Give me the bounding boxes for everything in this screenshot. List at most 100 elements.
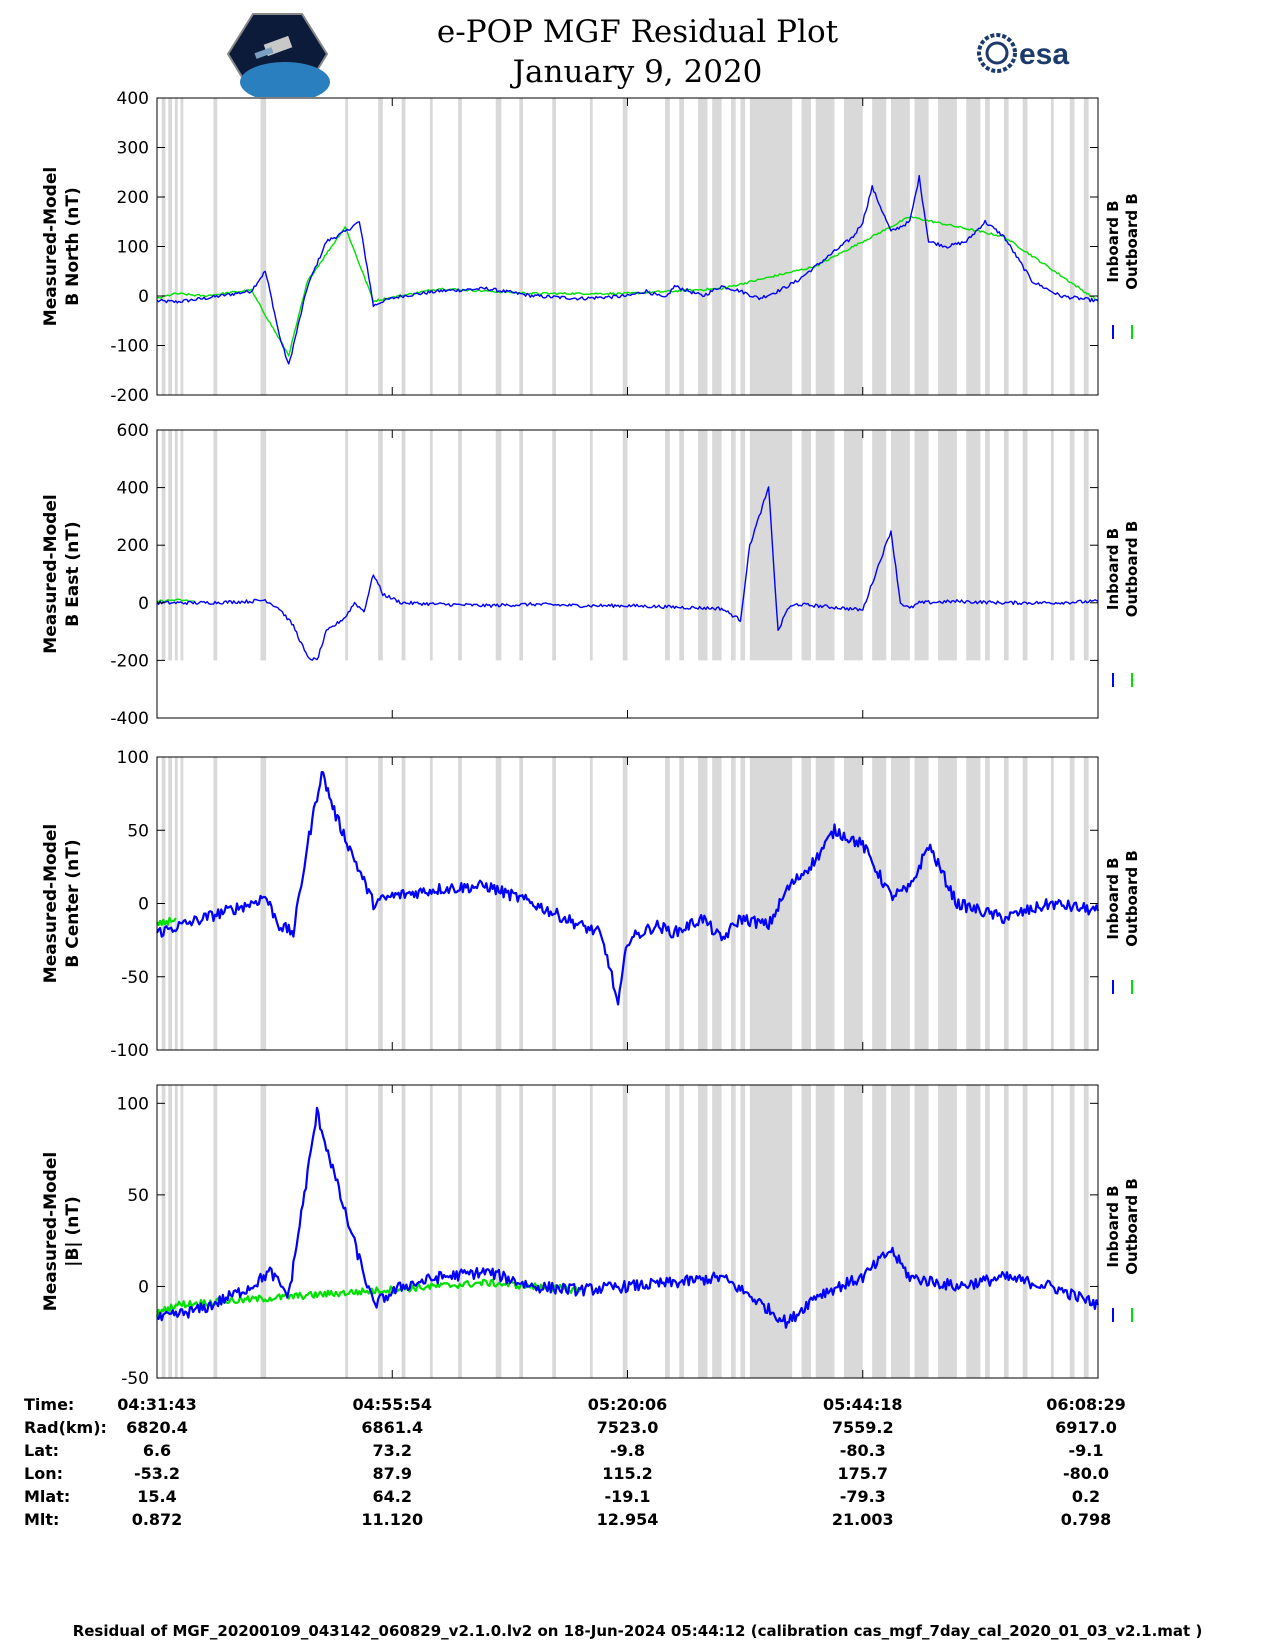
- info-row: Mlat: 15.4 64.2 -19.1 -79.3 0.2: [0, 1487, 1275, 1511]
- y-tick-label: 100: [117, 238, 149, 258]
- gap-shading: [890, 430, 910, 661]
- gap-shading: [345, 98, 349, 395]
- info-value: -53.2: [133, 1464, 181, 1483]
- gap-shading: [665, 98, 670, 395]
- y-tick-label: -200: [110, 651, 149, 671]
- gap-shading: [519, 757, 524, 1050]
- gap-shading: [985, 1085, 990, 1378]
- gap-shading: [740, 1085, 746, 1378]
- gap-shading: [1022, 430, 1028, 661]
- gap-shading: [815, 757, 835, 1050]
- gap-shading: [180, 1085, 184, 1378]
- gap-shading: [519, 98, 524, 395]
- gap-shading: [712, 757, 722, 1050]
- gap-shading: [161, 1085, 166, 1378]
- y-axis-label-line1: Measured-Model: [41, 1152, 61, 1311]
- info-value: 06:08:29: [1046, 1395, 1126, 1414]
- gap-shading: [815, 98, 835, 395]
- gap-shading: [519, 1085, 524, 1378]
- info-value: 175.7: [837, 1464, 889, 1483]
- legend-labels: Inboard BOutboard B: [1104, 521, 1141, 618]
- info-value: 11.120: [361, 1510, 424, 1529]
- gap-shading: [378, 1085, 383, 1378]
- gap-shading: [872, 430, 887, 661]
- gap-shading: [914, 98, 929, 395]
- gap-shading: [1050, 98, 1054, 395]
- info-value: -80.3: [839, 1441, 886, 1460]
- gap-shading: [345, 430, 349, 661]
- gap-shading: [890, 757, 910, 1050]
- gap-shading: [665, 1085, 670, 1378]
- gap-shading: [1050, 430, 1054, 661]
- legend-labels: Inboard BOutboard B: [1104, 1178, 1141, 1275]
- gap-shading: [731, 1085, 736, 1378]
- plot-title: e-POP MGF Residual Plot: [436, 14, 839, 50]
- gap-shading: [1083, 1085, 1089, 1378]
- gap-shading: [985, 430, 990, 661]
- gap-shading: [1003, 757, 1009, 1050]
- legend-outboard-label: Outboard B: [1123, 193, 1141, 290]
- info-row: Rad(km): 6820.4 6861.4 7523.0 7559.2 6917.0: [0, 1418, 1275, 1442]
- gap-shading: [552, 98, 556, 395]
- gap-shading: [1083, 757, 1089, 1050]
- gap-shading: [260, 430, 267, 661]
- inboard-series-line: [156, 1106, 1100, 1329]
- info-value: 12.954: [596, 1510, 659, 1529]
- y-tick-label: -100: [110, 1041, 149, 1061]
- gap-shading: [740, 98, 746, 395]
- gap-shading: [622, 1085, 628, 1378]
- info-row-label: Time:: [24, 1395, 75, 1414]
- y-axis-label: Measured-Model B East (nT): [41, 494, 83, 653]
- gap-shading: [843, 430, 863, 661]
- gap-shading: [1022, 757, 1028, 1050]
- gap-shading: [495, 1085, 502, 1378]
- y-axis-label-line2: B East (nT): [63, 521, 83, 626]
- gap-shading: [749, 1085, 793, 1378]
- gap-shading: [174, 1085, 178, 1378]
- y-tick-label: 50: [127, 1186, 149, 1206]
- gap-shading: [938, 98, 957, 395]
- gap-shading: [966, 1085, 981, 1378]
- gap-shading: [552, 1085, 556, 1378]
- gap-shading: [180, 98, 184, 395]
- gap-shading: [914, 430, 929, 661]
- info-value: 6861.4: [361, 1418, 424, 1437]
- gap-shading: [815, 430, 835, 661]
- gap-shading: [749, 757, 793, 1050]
- gap-shading: [458, 1085, 462, 1378]
- gap-shading: [260, 757, 267, 1050]
- info-value: 6820.4: [126, 1418, 188, 1437]
- info-value: 0.2: [1071, 1487, 1101, 1506]
- esa-logo: esa: [977, 33, 1069, 73]
- gap-shading: [665, 757, 670, 1050]
- gap-shading: [168, 98, 173, 395]
- y-axis-label: Measured-Model B Center (nT): [41, 824, 83, 983]
- gap-shading: [622, 430, 628, 661]
- inboard-series-line: [156, 770, 1100, 1006]
- gap-shading: [401, 98, 406, 395]
- info-row-label: Mlt:: [24, 1510, 60, 1529]
- gap-shading: [519, 430, 524, 661]
- gap-shading: [180, 757, 184, 1050]
- legend-outboard-label: Outboard B: [1123, 1178, 1141, 1275]
- gap-shading: [843, 1085, 863, 1378]
- legend-inboard-label: Inboard B: [1104, 857, 1122, 939]
- gap-shading: [698, 757, 708, 1050]
- gap-shading: [1069, 430, 1075, 661]
- info-value: -79.3: [839, 1487, 886, 1506]
- y-axis-label-line1: Measured-Model: [41, 494, 61, 653]
- y-tick-label: 600: [117, 421, 149, 441]
- gap-shading: [589, 1085, 593, 1378]
- gap-shading: [890, 98, 910, 395]
- gap-shading: [168, 1085, 173, 1378]
- gap-shading: [731, 757, 736, 1050]
- info-value: 05:20:06: [587, 1395, 668, 1414]
- info-value: 7559.2: [831, 1418, 894, 1437]
- gap-shading: [712, 1085, 722, 1378]
- info-value: -19.1: [604, 1487, 651, 1506]
- gap-shading: [378, 757, 383, 1050]
- gap-shading: [180, 430, 184, 661]
- y-tick-label: 200: [117, 536, 149, 556]
- gap-shading: [378, 98, 383, 395]
